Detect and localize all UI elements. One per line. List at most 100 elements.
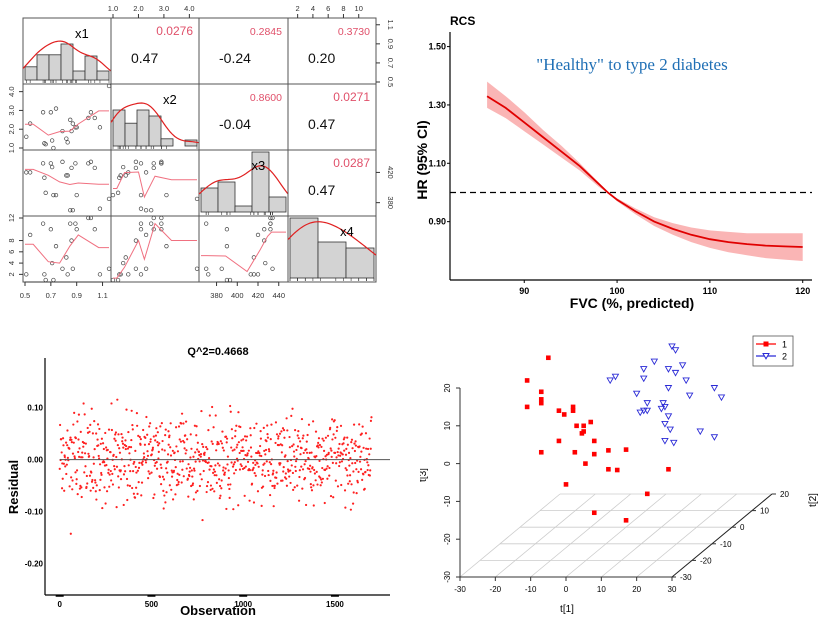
- residual-point: [148, 472, 151, 475]
- residual-point: [280, 430, 283, 433]
- residual-point: [274, 421, 278, 424]
- residual-point: [343, 449, 346, 452]
- residual-point: [66, 429, 69, 432]
- scatter-point: [40, 110, 46, 115]
- residual-point: [303, 476, 307, 480]
- residual-point: [62, 462, 65, 465]
- residual-point: [170, 475, 174, 478]
- residual-point: [93, 420, 96, 423]
- scatter-point: [64, 136, 69, 141]
- residual-point: [355, 491, 358, 495]
- y-tick-label: 1.10: [428, 158, 446, 168]
- y-axis-line: [671, 493, 773, 578]
- residual-point: [104, 502, 107, 505]
- histogram-bar: [234, 205, 253, 213]
- residual-point: [132, 492, 135, 495]
- residual-point: [196, 448, 199, 451]
- legend-marker-triangle: [762, 353, 770, 360]
- residual-point: [320, 481, 323, 484]
- residual-point: [116, 443, 119, 447]
- scatter-point: [143, 232, 149, 238]
- residual-point: [251, 468, 254, 471]
- residual-point: [288, 435, 291, 439]
- scatter-point: [24, 134, 29, 139]
- scatter-point: [133, 165, 139, 171]
- residual-point: [185, 449, 188, 452]
- group1-point: [538, 397, 544, 402]
- residual-point: [184, 420, 188, 423]
- residual-point: [301, 468, 305, 471]
- residual-point: [211, 405, 214, 409]
- residual-point: [204, 460, 208, 464]
- residual-point: [186, 477, 189, 480]
- residual-point: [83, 452, 87, 455]
- scatter-point: [51, 145, 56, 151]
- loess-curve: [113, 171, 197, 199]
- residual-point: [70, 441, 73, 444]
- group1-point: [606, 448, 611, 453]
- residual-point: [318, 459, 321, 462]
- histogram-bar: [200, 187, 219, 213]
- group2-point: [639, 375, 648, 383]
- axis-tick-label: 12: [7, 214, 16, 222]
- residual-point: [153, 493, 156, 496]
- scatter-point: [69, 165, 74, 171]
- axis-tick-label: 3.0: [159, 4, 169, 13]
- correlation-label: 0.47: [308, 116, 335, 132]
- residual-point: [314, 430, 318, 433]
- residual-point: [182, 475, 185, 478]
- residual-point: [317, 441, 320, 444]
- correlation-label: 0.47: [131, 50, 158, 66]
- residual-point: [250, 482, 254, 485]
- residual-point: [156, 431, 159, 434]
- scatter-point: [126, 272, 131, 277]
- residual-point: [344, 506, 347, 509]
- residual-point: [121, 442, 125, 445]
- scatter-point: [143, 170, 149, 175]
- residual-point: [118, 447, 121, 450]
- residual-point: [245, 439, 248, 442]
- residual-point: [239, 463, 242, 466]
- residual-point: [317, 437, 321, 440]
- residual-point: [226, 463, 229, 466]
- legend: 12: [752, 335, 794, 367]
- scatter-point: [143, 266, 149, 271]
- axis-tick-label: 440: [272, 291, 285, 300]
- residual-point: [82, 445, 85, 448]
- residual-point: [220, 487, 223, 490]
- scatter-point: [28, 170, 33, 175]
- residual-point: [132, 462, 135, 465]
- residual-point: [214, 464, 217, 467]
- residual-point: [305, 448, 308, 451]
- residual-point: [335, 456, 338, 459]
- residual-point: [361, 478, 364, 481]
- residual-point: [97, 457, 101, 460]
- residual-point: [311, 466, 314, 469]
- residual-point: [107, 468, 110, 471]
- residual-point: [298, 469, 301, 472]
- residual-point: [209, 484, 213, 487]
- residual-point: [169, 446, 172, 449]
- residual-point: [198, 484, 202, 488]
- residual-point: [350, 483, 353, 486]
- residual-point: [92, 462, 95, 465]
- residual-point: [257, 465, 260, 468]
- score3d-zlabel: t[3]: [420, 468, 429, 482]
- residual-point: [354, 440, 357, 443]
- residual-point: [192, 455, 195, 458]
- density-curve: [198, 165, 289, 195]
- residual-point: [253, 472, 256, 475]
- loess-curve: [25, 168, 109, 186]
- residual-point: [191, 482, 195, 485]
- residual-point: [176, 478, 179, 482]
- axis-tick-label: 0.7: [46, 291, 56, 300]
- residual-point: [110, 428, 114, 432]
- axis-tick-label: 1.0: [108, 4, 118, 13]
- residual-point: [90, 471, 93, 474]
- residual-point: [176, 450, 180, 453]
- scatter-point: [70, 208, 75, 213]
- residual-point: [351, 447, 354, 450]
- residual-point: [187, 463, 190, 466]
- residual-point: [255, 422, 258, 425]
- residual-point: [350, 441, 353, 444]
